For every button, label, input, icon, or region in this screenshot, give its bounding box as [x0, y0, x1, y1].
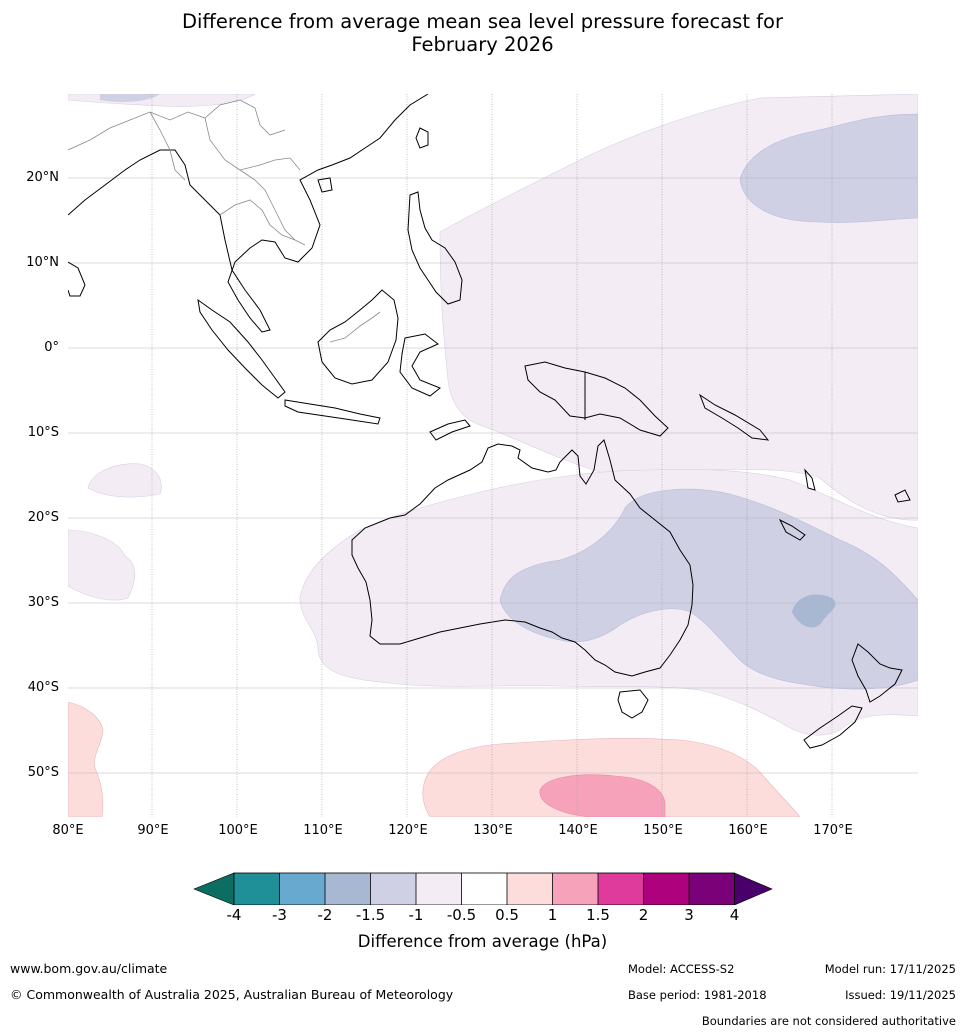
colorbar-bin-10	[643, 873, 689, 905]
lon-label-160e: 160°E	[728, 823, 768, 838]
lon-label-80e: 80°E	[52, 823, 84, 838]
borneo-coastline	[317, 289, 399, 385]
colorbar-high-extension	[734, 872, 773, 905]
colorbar-bin-9	[598, 873, 644, 905]
colorbar-tick-minus-3: -3	[272, 906, 287, 924]
lat-label-50s: 50°S	[27, 765, 59, 780]
lat-label-0: 0°	[44, 340, 59, 355]
colorbar-label: Difference from average (hPa)	[357, 932, 608, 951]
colorbar-bin-8	[552, 873, 598, 905]
graticule	[151, 94, 833, 817]
colorbar-tick-1-5: 1.5	[586, 906, 610, 924]
anomaly-region-minus-1-north-pacific	[739, 113, 918, 223]
colorbar-bin-2	[279, 873, 325, 905]
philippines-coastline	[407, 191, 463, 305]
colorbar-low-extension	[193, 872, 235, 905]
lon-label-120e: 120°E	[388, 823, 428, 838]
sri-lanka-coastline	[68, 261, 86, 297]
colorbar-bin-1	[234, 873, 280, 905]
new-zealand-coastline	[851, 643, 903, 703]
anomaly-region-minus-1-australia	[499, 488, 918, 690]
colorbar-tick-1: 1	[547, 906, 558, 924]
vanuatu-coastline	[804, 468, 816, 491]
colorbar-bin-7	[507, 873, 553, 905]
lon-label-170e: 170°E	[813, 823, 853, 838]
lat-label-20n: 20°N	[26, 170, 59, 185]
anomaly-region-minus-0-5-indian-b	[68, 529, 136, 601]
hainan-coastline	[317, 177, 333, 193]
lat-label-10n: 10°N	[26, 255, 59, 270]
lon-label-90e: 90°E	[137, 823, 169, 838]
lon-label-130e: 130°E	[473, 823, 513, 838]
colorbar-bin-5	[416, 873, 462, 905]
java-coastline	[284, 399, 381, 425]
colorbar-bin-6	[461, 873, 507, 905]
footer-copyright: © Commonwealth of Australia 2025, Austra…	[10, 987, 454, 1002]
map-area	[68, 94, 918, 817]
anomaly-region-minus-1-northern-small	[100, 94, 160, 102]
timor-coastline	[429, 419, 471, 441]
footer-model-run: Model run: 17/11/2025	[824, 962, 956, 976]
colorbar-tick-minus-4: -4	[226, 906, 242, 924]
taiwan-coastline	[415, 127, 429, 149]
colorbar-tick-minus-2: -2	[317, 906, 333, 924]
footer-base-period: Base period: 1981-2018	[628, 988, 767, 1002]
colorbar-tick-4: 4	[729, 906, 740, 924]
colorbar-bin-3	[325, 873, 371, 905]
new-zealand-south-coastline	[803, 705, 863, 749]
colorbar-tick-minus-1-5: -1.5	[355, 906, 386, 924]
footer-website-link[interactable]: www.bom.gov.au/climate	[10, 961, 168, 976]
australia-coastline	[351, 439, 694, 677]
colorbar-tick-3: 3	[684, 906, 694, 924]
lat-label-20s: 20°S	[27, 510, 59, 525]
lon-label-140e: 140°E	[558, 823, 598, 838]
footer-issued: Issued: 19/11/2025	[845, 988, 956, 1002]
title-line-1: Difference from average mean sea level p…	[182, 10, 783, 33]
title-line-2: February 2026	[411, 33, 554, 56]
mainland-asia-coastline	[68, 94, 429, 333]
anomaly-region-minus-0-5-indian-a	[87, 463, 162, 498]
new-caledonia-coastline	[778, 518, 806, 541]
lat-label-40s: 40°S	[27, 680, 59, 695]
colorbar-tick-0-5: 0.5	[495, 906, 519, 924]
solomon-islands-coastline	[698, 393, 770, 441]
lon-label-150e: 150°E	[643, 823, 683, 838]
tasmania-coastline	[617, 689, 649, 719]
sulawesi-coastline	[399, 333, 441, 397]
sumatra-coastline	[197, 298, 286, 399]
anomaly-region-plus-1	[539, 774, 666, 817]
lon-label-110e: 110°E	[303, 823, 343, 838]
coastlines	[68, 94, 911, 749]
lat-label-10s: 10°S	[27, 425, 59, 440]
map-title: Difference from average mean sea level p…	[0, 10, 965, 56]
footer-model: Model: ACCESS-S2	[628, 962, 735, 976]
lat-label-30s: 30°S	[27, 595, 59, 610]
lon-label-100e: 100°E	[218, 823, 258, 838]
colorbar-bin-4	[370, 873, 416, 905]
colorbar-tick-minus-0-5: -0.5	[446, 906, 477, 924]
fiji-coastline	[894, 489, 911, 503]
colorbar-tick-2: 2	[638, 906, 649, 924]
anomaly-region-plus-0-5-west	[68, 701, 104, 817]
country-borders	[68, 99, 381, 343]
colorbar-tick-minus-1: -1	[408, 906, 424, 924]
pressure-anomaly-map	[68, 94, 918, 817]
latitude-lines	[68, 177, 918, 774]
footer-disclaimer: Boundaries are not considered authoritat…	[701, 1014, 956, 1028]
colorbar-bin-11	[689, 873, 735, 905]
